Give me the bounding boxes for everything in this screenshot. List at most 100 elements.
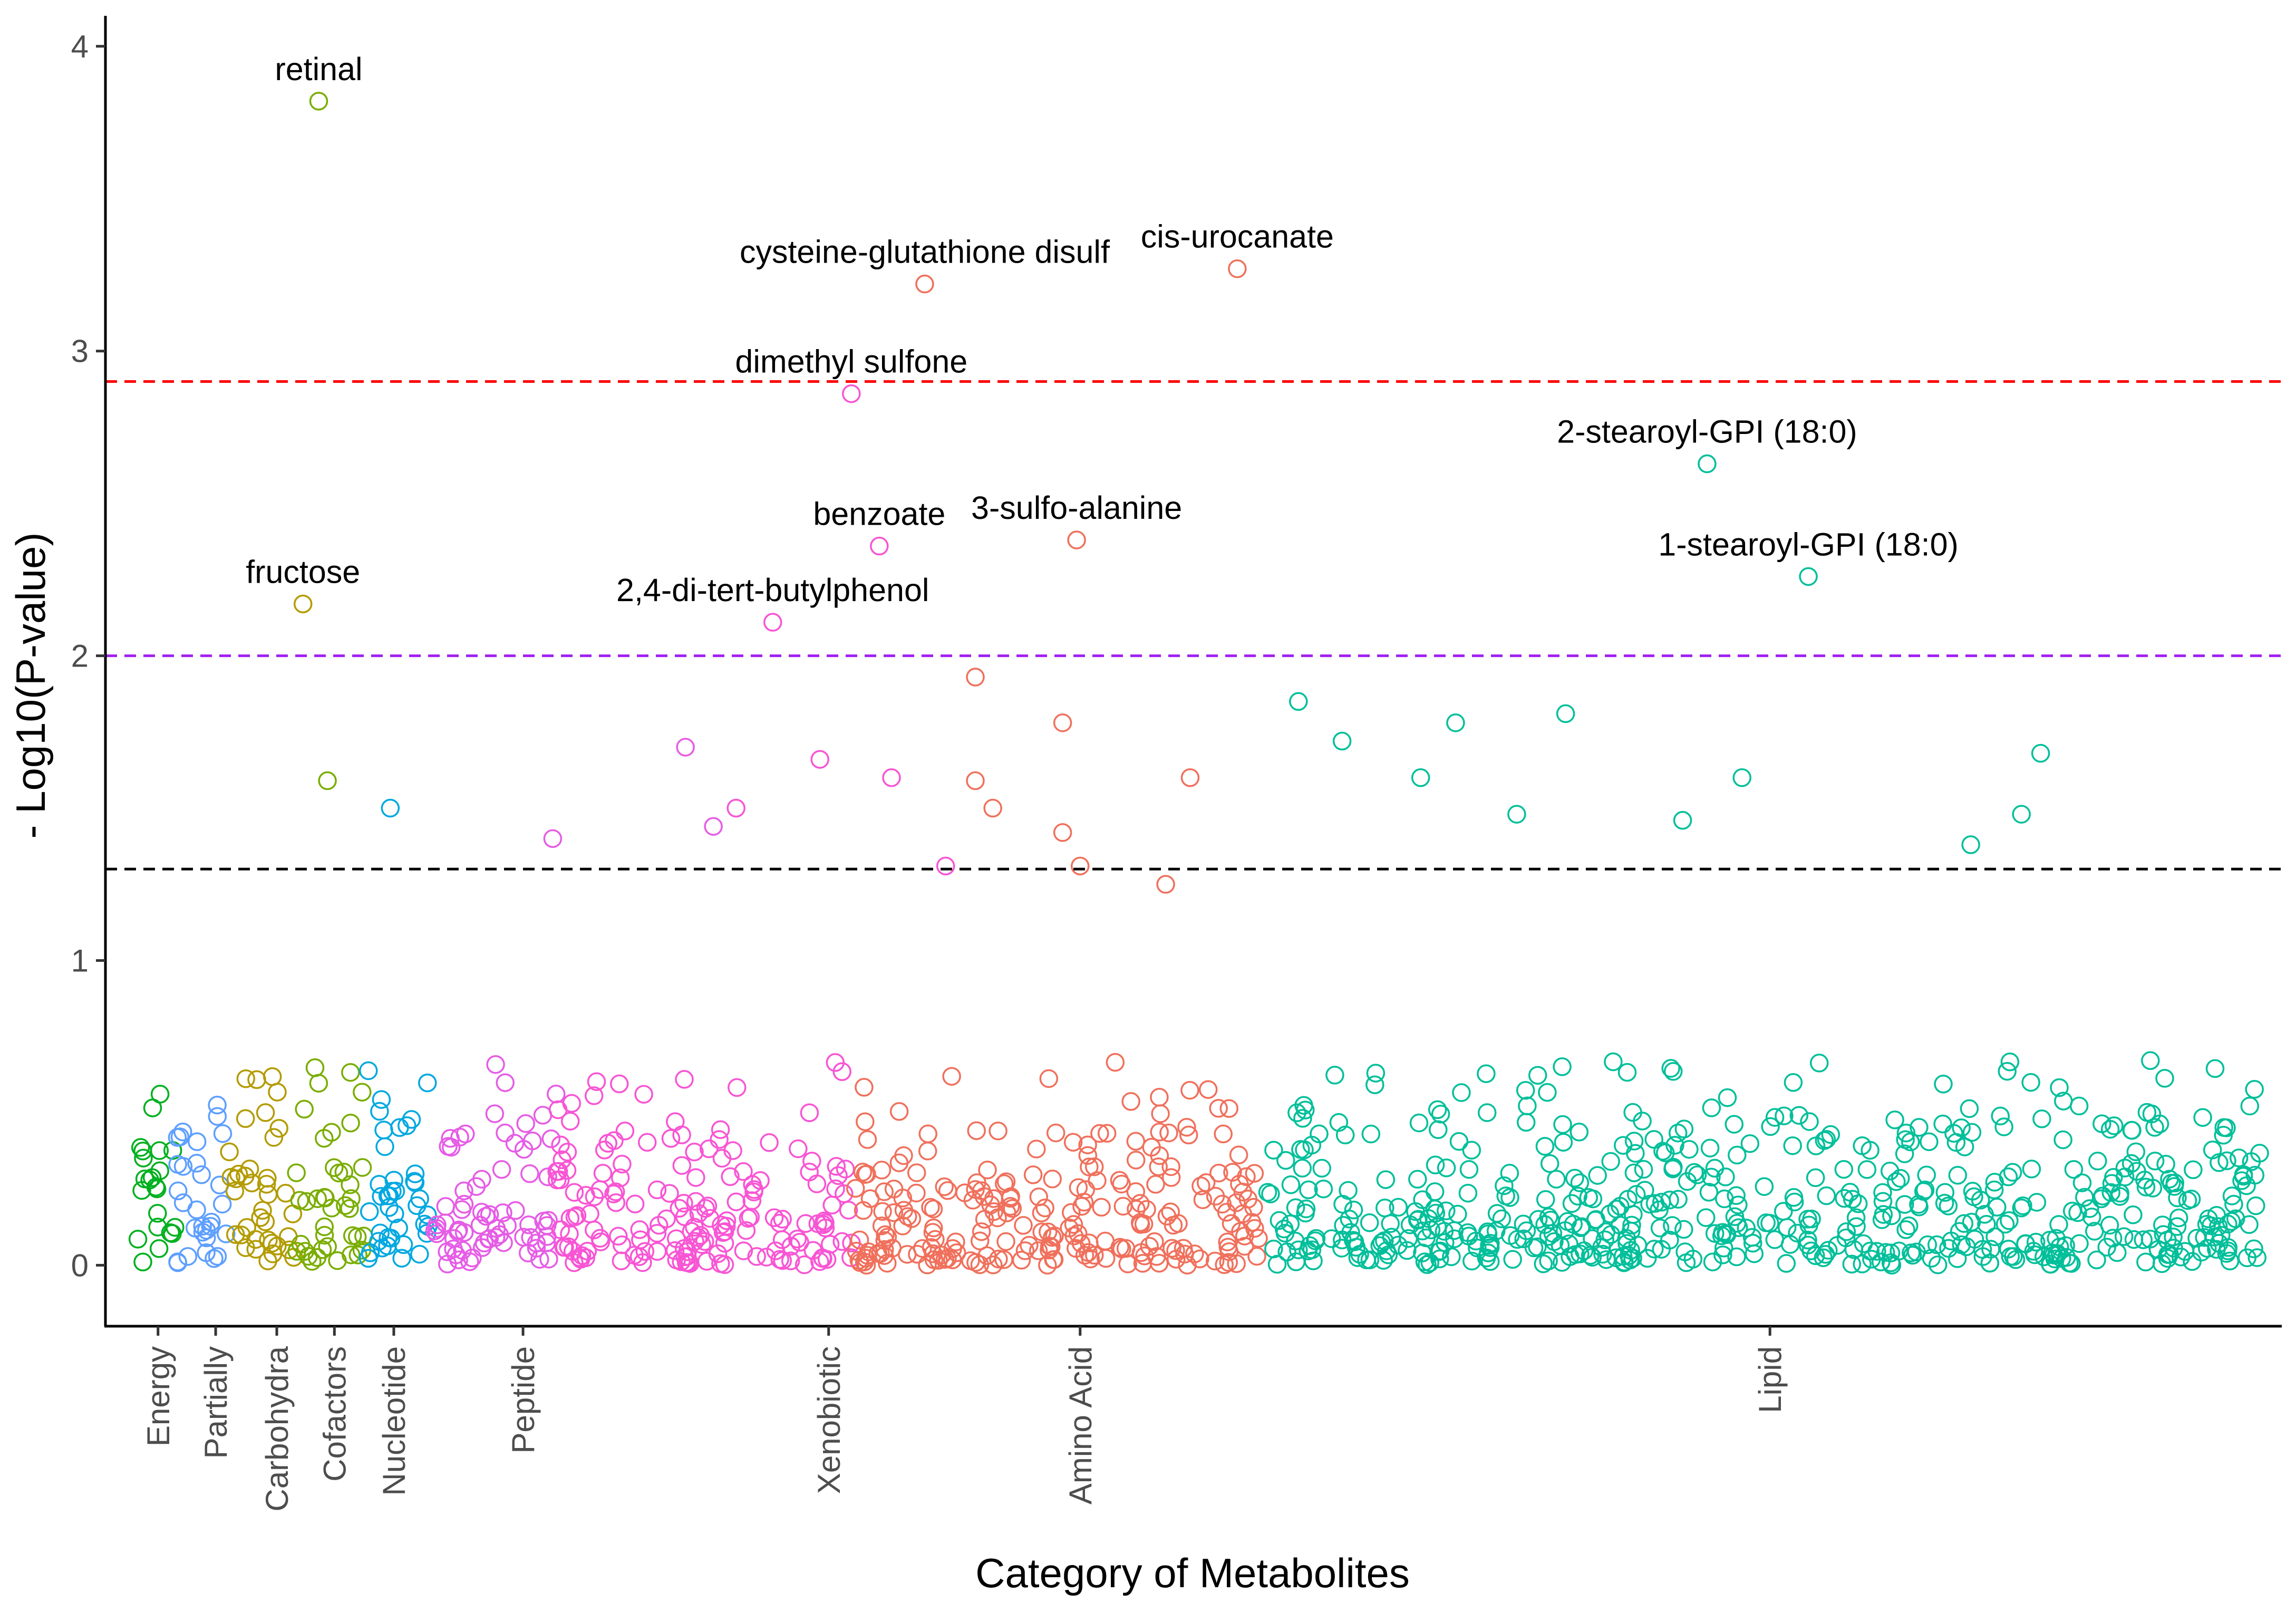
data-point — [557, 1161, 577, 1180]
data-point — [789, 1139, 808, 1159]
data-point — [1043, 1228, 1062, 1247]
data-point — [187, 1132, 207, 1151]
data-point — [1617, 1234, 1636, 1253]
data-point — [717, 1211, 737, 1230]
data-point — [625, 1194, 645, 1214]
data-point — [1360, 1213, 1379, 1232]
data-point — [918, 1256, 937, 1275]
data-point — [257, 1175, 276, 1194]
data-point — [1570, 1123, 1589, 1142]
data-point — [374, 1121, 393, 1140]
data-point — [208, 1247, 227, 1266]
data-point — [1622, 1215, 1641, 1235]
data-point — [1727, 1186, 1746, 1205]
data-point — [1375, 1231, 1394, 1250]
data-point — [1961, 835, 1980, 854]
data-point — [1674, 1220, 1693, 1239]
data-point — [2134, 1230, 2153, 1249]
data-point — [1740, 1134, 1760, 1153]
data-point — [1084, 1157, 1104, 1176]
data-point — [728, 1078, 747, 1097]
data-point — [721, 1167, 740, 1186]
data-point — [1971, 1191, 1990, 1210]
data-point — [2214, 1118, 2233, 1137]
data-point — [1677, 1253, 1696, 1272]
data-point — [1127, 1200, 1146, 1219]
data-point — [1332, 731, 1352, 751]
data-point — [764, 1208, 784, 1228]
data-point — [2025, 1245, 2045, 1264]
data-point — [1663, 1062, 1683, 1081]
data-point — [2195, 1228, 2214, 1247]
data-point — [1775, 1106, 1794, 1125]
data-point — [802, 1152, 821, 1171]
data-point — [1507, 805, 1526, 824]
x-tick-label: Nucleotide — [376, 1346, 412, 1496]
labeled-points — [293, 92, 1818, 632]
data-point — [609, 1074, 629, 1094]
y-tick-label: 0 — [71, 1248, 89, 1283]
data-point — [2121, 1154, 2141, 1173]
data-point — [2245, 1080, 2264, 1099]
data-point — [1680, 1140, 1699, 1159]
data-point — [2187, 1229, 2206, 1248]
data-point — [635, 1242, 655, 1261]
data-point — [855, 1078, 874, 1097]
data-point — [1846, 1208, 1866, 1228]
data-point — [1205, 1251, 1225, 1271]
data-point — [760, 1133, 779, 1152]
data-point — [318, 771, 337, 790]
data-point — [1939, 1196, 1958, 1215]
data-point — [1902, 1243, 1921, 1262]
x-tick-label: Carbohydra — [259, 1346, 295, 1511]
data-point — [878, 1228, 897, 1247]
data-point — [829, 1166, 848, 1185]
data-point — [1806, 1168, 1825, 1188]
data-point — [988, 1208, 1007, 1228]
data-point — [236, 1069, 256, 1088]
data-point — [168, 1252, 187, 1271]
data-point — [734, 1162, 753, 1181]
data-point — [972, 1222, 991, 1241]
data-point — [132, 1181, 151, 1200]
data-point — [1965, 1230, 1984, 1249]
data-point — [1429, 1120, 1448, 1140]
data-point — [1149, 1157, 1168, 1176]
data-point — [585, 1187, 604, 1206]
data-point — [967, 1121, 986, 1140]
data-point — [2217, 1244, 2236, 1263]
data-point — [2105, 1116, 2124, 1135]
data-point — [1665, 1136, 1684, 1155]
data-point — [580, 1204, 599, 1223]
data-point — [372, 1090, 391, 1109]
data-point — [1137, 1200, 1156, 1219]
data-point — [197, 1221, 216, 1240]
data-point — [773, 1251, 792, 1270]
data-point — [1595, 1230, 1615, 1250]
data-point — [2143, 1179, 2163, 1198]
data-point — [1718, 1088, 1737, 1107]
data-point — [2237, 1176, 2256, 1195]
data-point — [212, 1194, 232, 1214]
data-point — [1955, 1137, 1974, 1156]
data-point — [1487, 1204, 1507, 1223]
data-point — [2155, 1069, 2174, 1088]
data-point — [1702, 1167, 1721, 1187]
data-point — [1798, 1210, 1817, 1229]
data-point — [1261, 1184, 1280, 1203]
data-point — [630, 1220, 649, 1239]
data-point — [1928, 1255, 1948, 1275]
data-point — [1409, 1113, 1429, 1133]
data-point — [584, 1086, 604, 1105]
data-point — [549, 1162, 568, 1181]
data-point — [1574, 1241, 1594, 1260]
data-point — [1540, 1154, 1559, 1173]
data-point — [1437, 1201, 1456, 1221]
data-point — [1935, 1183, 1955, 1202]
data-point — [498, 1216, 517, 1235]
data-point — [846, 1179, 865, 1198]
data-point — [676, 738, 695, 757]
data-point — [935, 1177, 954, 1196]
data-point — [315, 1128, 334, 1148]
data-point — [1090, 1124, 1109, 1143]
